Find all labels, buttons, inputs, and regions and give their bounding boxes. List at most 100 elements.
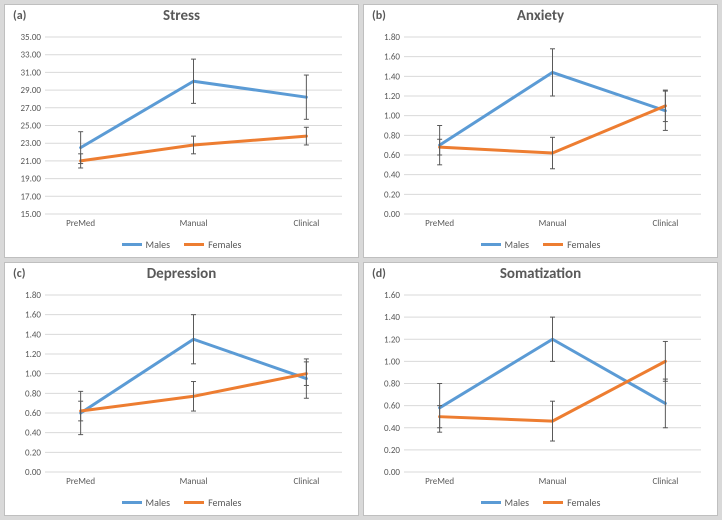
svg-text:1.20: 1.20 [384, 91, 400, 102]
svg-text:PreMed: PreMed [66, 218, 95, 229]
svg-text:Clinical: Clinical [293, 476, 319, 487]
swatch-males [122, 243, 142, 246]
svg-text:1.60: 1.60 [384, 290, 400, 301]
plot-area-d: 0.00 0.20 0.40 0.60 0.80 1.00 1.20 1.40 1.60 PreM… [368, 289, 709, 490]
legend-d: Males Females [364, 492, 717, 515]
panel-label: (b) [372, 9, 386, 23]
svg-text:Manual: Manual [539, 476, 567, 487]
panel-title: Anxiety [517, 7, 564, 25]
svg-text:1.00: 1.00 [384, 356, 400, 367]
svg-text:0.00: 0.00 [25, 467, 41, 478]
swatch-females [184, 243, 204, 246]
svg-text:PreMed: PreMed [425, 476, 454, 487]
svg-text:21.00: 21.00 [20, 156, 41, 167]
svg-text:0.00: 0.00 [384, 467, 400, 478]
panel-grid: (a) Stress 15.0017.0019.0021.0023.0025.0… [0, 0, 722, 520]
svg-text:31.00: 31.00 [20, 67, 41, 78]
svg-text:0.60: 0.60 [25, 408, 41, 419]
panel-title: Somatization [500, 265, 581, 283]
panel-head: (d) Somatization [364, 263, 717, 287]
svg-text:1.60: 1.60 [25, 310, 41, 321]
panel-d: (d) Somatization 0.00 0.20 0.40 0.60 0.80 1.0… [363, 262, 718, 516]
legend-females: Females [184, 238, 241, 251]
panel-head: (a) Stress [5, 5, 358, 29]
svg-text:0.20: 0.20 [384, 189, 400, 200]
svg-text:Manual: Manual [180, 476, 208, 487]
panel-label: (a) [13, 9, 26, 23]
svg-text:1.40: 1.40 [384, 71, 400, 82]
svg-text:0.80: 0.80 [25, 388, 41, 399]
panel-c: (c) Depression 0.00 0.20 0.40 0.60 0.80 1.00 1… [4, 262, 359, 516]
legend-males: Males [481, 238, 530, 251]
svg-text:29.00: 29.00 [20, 85, 41, 96]
svg-text:1.60: 1.60 [384, 52, 400, 63]
swatch-females [543, 501, 563, 504]
svg-text:0.20: 0.20 [384, 445, 400, 456]
svg-text:0.60: 0.60 [384, 150, 400, 161]
svg-text:0.40: 0.40 [384, 170, 400, 181]
svg-text:1.40: 1.40 [25, 329, 41, 340]
panel-title: Depression [147, 265, 217, 283]
svg-text:0.60: 0.60 [384, 401, 400, 412]
legend-label-males: Males [505, 496, 530, 509]
swatch-males [122, 501, 142, 504]
legend-females: Females [184, 496, 241, 509]
svg-text:0.80: 0.80 [384, 130, 400, 141]
panel-head: (b) Anxiety [364, 5, 717, 29]
legend-b: Males Females [364, 234, 717, 257]
legend-label-females: Females [208, 496, 241, 509]
chart-svg-c: 0.00 0.20 0.40 0.60 0.80 1.00 1.20 1.40 1.60 1.80… [9, 289, 350, 490]
chart-svg-b: 0.00 0.20 0.40 0.60 0.80 1.00 1.20 1.40 1.60 1.80… [368, 31, 709, 232]
chart-svg-a: 15.0017.0019.0021.0023.0025.0027.0029.00… [9, 31, 350, 232]
svg-text:33.00: 33.00 [20, 50, 41, 61]
swatch-males [481, 501, 501, 504]
svg-text:Manual: Manual [539, 218, 567, 229]
svg-text:27.00: 27.00 [20, 103, 41, 114]
plot-area-a: 15.0017.0019.0021.0023.0025.0027.0029.00… [9, 31, 350, 232]
svg-text:25.00: 25.00 [20, 121, 41, 132]
svg-text:Manual: Manual [180, 218, 208, 229]
panel-head: (c) Depression [5, 263, 358, 287]
svg-text:0.20: 0.20 [25, 447, 41, 458]
swatch-females [543, 243, 563, 246]
svg-text:PreMed: PreMed [425, 218, 454, 229]
legend-c: Males Females [5, 492, 358, 515]
panel-title: Stress [163, 7, 200, 25]
panel-b: (b) Anxiety 0.00 0.20 0.40 0.60 0.80 1.00 1.20… [363, 4, 718, 258]
svg-text:1.40: 1.40 [384, 312, 400, 323]
panel-a: (a) Stress 15.0017.0019.0021.0023.0025.0… [4, 4, 359, 258]
svg-text:0.00: 0.00 [384, 209, 400, 220]
svg-text:15.00: 15.00 [20, 209, 41, 220]
svg-text:0.80: 0.80 [384, 379, 400, 390]
svg-text:1.80: 1.80 [384, 32, 400, 43]
legend-label-females: Females [208, 238, 241, 251]
legend-label-females: Females [567, 238, 600, 251]
svg-text:17.00: 17.00 [20, 191, 41, 202]
svg-text:23.00: 23.00 [20, 138, 41, 149]
svg-text:Clinical: Clinical [293, 218, 319, 229]
svg-text:35.00: 35.00 [20, 32, 41, 43]
legend-females: Females [543, 238, 600, 251]
svg-text:1.80: 1.80 [25, 290, 41, 301]
legend-label-females: Females [567, 496, 600, 509]
legend-a: Males Females [5, 234, 358, 257]
legend-label-males: Males [505, 238, 530, 251]
panel-label: (d) [372, 267, 386, 281]
legend-label-males: Males [146, 496, 171, 509]
svg-text:1.00: 1.00 [384, 111, 400, 122]
legend-males: Males [481, 496, 530, 509]
svg-text:1.20: 1.20 [25, 349, 41, 360]
svg-text:0.40: 0.40 [384, 423, 400, 434]
swatch-females [184, 501, 204, 504]
chart-svg-d: 0.00 0.20 0.40 0.60 0.80 1.00 1.20 1.40 1.60 PreM… [368, 289, 709, 490]
svg-text:PreMed: PreMed [66, 476, 95, 487]
plot-area-c: 0.00 0.20 0.40 0.60 0.80 1.00 1.20 1.40 1.60 1.80… [9, 289, 350, 490]
svg-text:Clinical: Clinical [652, 476, 678, 487]
legend-females: Females [543, 496, 600, 509]
plot-area-b: 0.00 0.20 0.40 0.60 0.80 1.00 1.20 1.40 1.60 1.80… [368, 31, 709, 232]
legend-label-males: Males [146, 238, 171, 251]
svg-text:Clinical: Clinical [652, 218, 678, 229]
svg-text:1.00: 1.00 [25, 369, 41, 380]
svg-text:0.40: 0.40 [25, 428, 41, 439]
svg-text:1.20: 1.20 [384, 334, 400, 345]
